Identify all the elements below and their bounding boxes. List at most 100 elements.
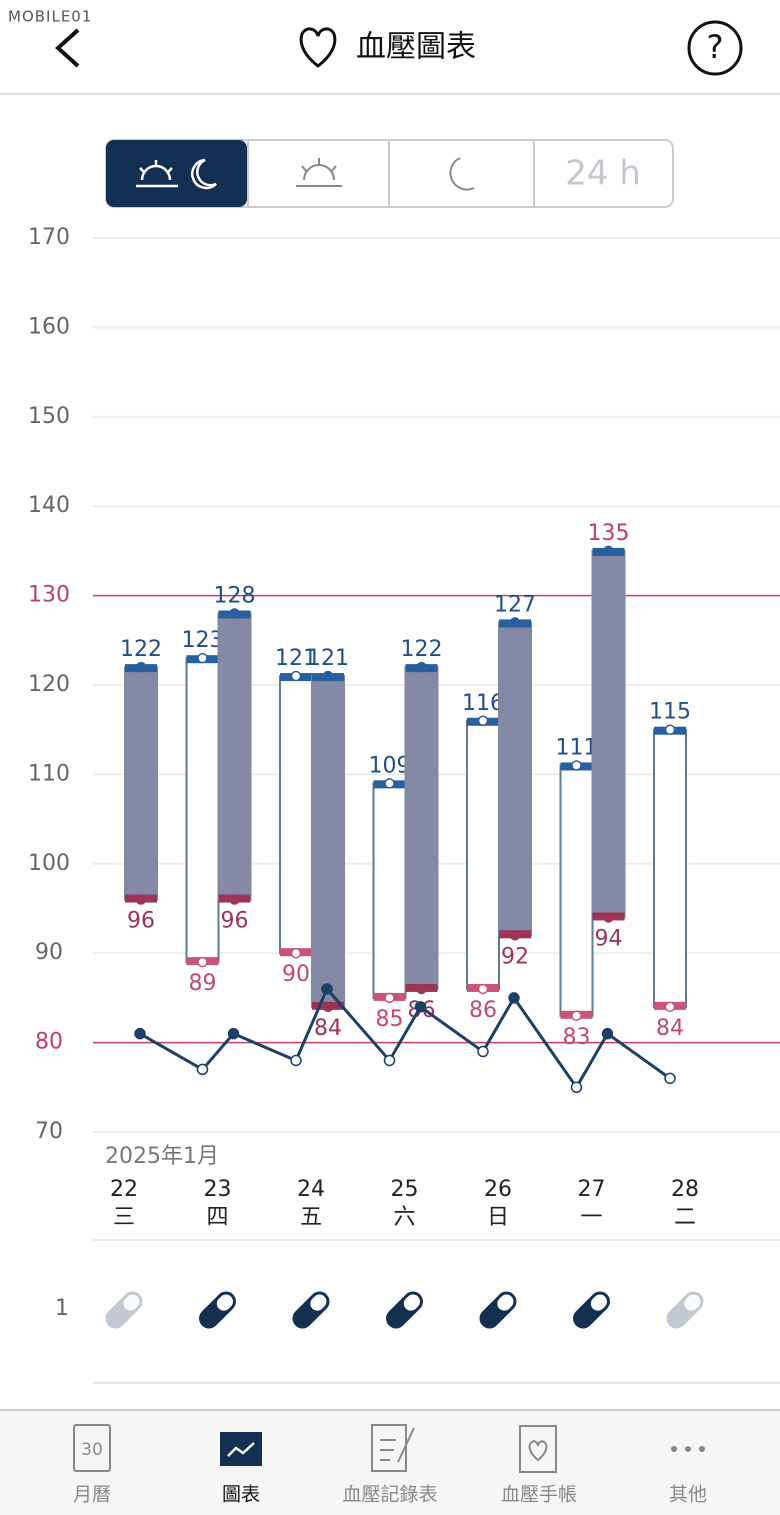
diastolic-dot [384, 992, 395, 1004]
systolic-label: 111 [556, 735, 598, 760]
weekday-label: 五 [300, 1205, 322, 1230]
bp-bar [466, 719, 500, 990]
weekday-label: 一 [580, 1205, 602, 1230]
y-tick-label: 80 [35, 1030, 63, 1055]
diastolic-label: 92 [501, 944, 529, 969]
pill-icon [199, 1291, 236, 1329]
pill-body [573, 1291, 610, 1329]
diastolic-dot [197, 956, 208, 968]
tab-all-selected[interactable] [106, 140, 247, 207]
systolic-label: 127 [494, 592, 536, 617]
tab-evening[interactable] [449, 157, 475, 191]
nav-label[interactable]: 血壓手帳 [501, 1484, 577, 1506]
systolic-label: 128 [214, 583, 256, 608]
systolic-dot [135, 661, 147, 673]
diastolic-label: 96 [127, 909, 155, 934]
tab-morning[interactable] [296, 158, 342, 187]
systolic-dot [477, 715, 489, 727]
page-title: 血壓圖表 [356, 30, 476, 65]
x-tick-label: 27 [578, 1177, 606, 1202]
systolic-label: 121 [275, 646, 317, 671]
diastolic-dot [664, 1001, 676, 1013]
nav-label[interactable]: 月曆 [73, 1484, 111, 1506]
pill-top [403, 1294, 420, 1311]
systolic-label: 123 [182, 628, 224, 653]
bottom-nav [0, 1410, 780, 1515]
tab-24h[interactable]: 24 h [565, 154, 641, 194]
nav-label[interactable]: 圖表 [222, 1484, 260, 1506]
systolic-dot [322, 670, 334, 682]
y-tick-label: 120 [28, 672, 70, 697]
pill-top [590, 1294, 607, 1311]
diastolic-dot [571, 1010, 582, 1022]
y-tick-label: 130 [28, 583, 70, 608]
systolic-dot [509, 617, 521, 628]
pill-top [310, 1294, 327, 1311]
sun-icon [136, 160, 178, 188]
pill-body [386, 1291, 423, 1329]
x-tick-label: 28 [671, 1177, 699, 1202]
pill-icon [105, 1291, 143, 1329]
diastolic-dot [509, 930, 521, 941]
systolic-dot [229, 608, 240, 619]
pill-body [666, 1291, 704, 1329]
y-tick-label: 150 [28, 404, 70, 429]
back-button[interactable] [55, 28, 80, 68]
pulse-dot [227, 1027, 240, 1040]
systolic-dot [416, 661, 427, 673]
pill-body [105, 1291, 143, 1329]
pulse-dot [134, 1027, 146, 1040]
pill-top [123, 1294, 140, 1311]
systolic-dot [290, 670, 302, 682]
systolic-label: 109 [369, 753, 411, 778]
calendar-icon[interactable] [73, 1424, 111, 1472]
y-tick-label: 170 [28, 225, 70, 250]
bp-bar [279, 675, 313, 955]
systolic-label: 121 [307, 646, 349, 671]
systolic-label: 122 [120, 637, 162, 662]
nav-label[interactable]: 其他 [669, 1484, 707, 1506]
more-dot [685, 1446, 691, 1452]
weekday-label: 日 [487, 1205, 509, 1230]
medication-label: 1 [55, 1296, 69, 1321]
systolic-label: 115 [649, 700, 691, 725]
diastolic-label: 84 [314, 1016, 342, 1041]
systolic-dot [384, 778, 395, 789]
record-icon-lines [380, 1427, 415, 1463]
diastolic-label: 96 [221, 909, 249, 934]
nav-label[interactable]: 血壓記錄表 [342, 1484, 437, 1506]
notebook-icon[interactable] [519, 1425, 557, 1473]
moon-icon [191, 158, 217, 190]
date-label: 2025年1月 [105, 1144, 219, 1169]
diastolic-dot [416, 983, 427, 995]
systolic-dot [603, 545, 614, 557]
pulse-dot [414, 1001, 427, 1013]
y-tick-label: 160 [28, 314, 70, 339]
help-button[interactable] [687, 20, 743, 76]
diastolic-dot [322, 1001, 334, 1013]
more-dot [699, 1446, 705, 1452]
bp-bar [311, 675, 345, 1008]
y-tick-label: 110 [28, 761, 70, 786]
chart-icon-line [227, 1442, 255, 1457]
diastolic-label: 90 [282, 962, 310, 987]
bp-bar [559, 764, 594, 1017]
y-tick-label: 100 [28, 851, 70, 876]
diastolic-dot [477, 983, 489, 995]
pulse-dot [321, 983, 333, 995]
record-icon[interactable] [371, 1424, 407, 1472]
pulse-line [139, 986, 671, 1091]
pill-body [479, 1291, 517, 1329]
chart-icon[interactable] [220, 1432, 262, 1466]
weekday-label: 四 [206, 1205, 228, 1230]
more-dot[interactable] [671, 1446, 677, 1452]
x-tick-label: 23 [204, 1177, 232, 1202]
diastolic-dot [229, 894, 240, 905]
diastolic-dot [135, 894, 147, 905]
pulse-dot [196, 1063, 209, 1076]
pulse-dot [601, 1027, 614, 1040]
pill-top [216, 1294, 233, 1311]
pill-icon [292, 1291, 330, 1329]
diastolic-label: 86 [469, 998, 497, 1023]
